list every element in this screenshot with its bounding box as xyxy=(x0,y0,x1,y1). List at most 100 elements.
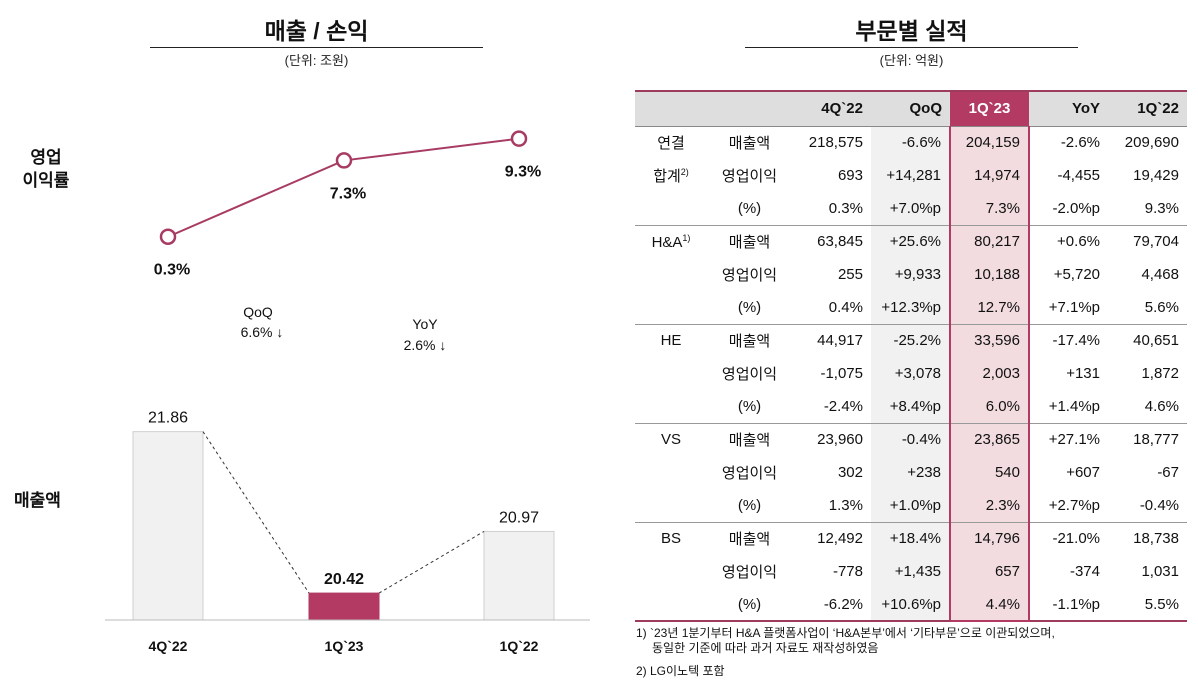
value-cell-highlight: 204,159 xyxy=(949,126,1030,159)
value-cell-highlight: 7.3% xyxy=(949,192,1030,226)
yoy-annotation-value: 2.6% ↓ xyxy=(404,337,447,353)
value-cell: +14,281 xyxy=(871,159,950,192)
qoq-annotation-value: 6.6% ↓ xyxy=(241,324,284,340)
segment-cell: 합계2) xyxy=(653,167,689,185)
value-cell: +131 xyxy=(1066,365,1100,382)
value-cell: -17.4% xyxy=(1052,332,1100,350)
metric-cell: (%) xyxy=(707,489,792,523)
left-title-rule xyxy=(150,47,483,48)
metric-cell: 매출액 xyxy=(728,333,771,351)
segment-results-table: 4Q`22 QoQ 1Q`23 YoY 1Q`22 연결 매출액 218,575 -6… xyxy=(635,90,1187,622)
value-cell: -2.0%p xyxy=(1029,192,1108,226)
value-cell: +7.0%p xyxy=(871,192,950,226)
value-cell: -374 xyxy=(1069,563,1100,580)
value-cell: 40,651 xyxy=(1133,332,1179,350)
value-cell: 12,492 xyxy=(817,530,863,548)
left-unit-label: (단위: 조원) xyxy=(284,53,349,68)
value-cell: +27.1% xyxy=(1048,431,1100,449)
segment-cell xyxy=(635,291,707,325)
value-cell: 79,704 xyxy=(1133,233,1179,251)
value-cell: 1,031 xyxy=(1141,563,1179,580)
value-cell: +607 xyxy=(1066,464,1100,481)
table-row: (%) -6.2% +10.6%p 4.4% -1.1%p 5.5% xyxy=(635,588,1187,622)
right-title-rule xyxy=(745,47,1078,48)
operating-margin-label: 영업 이익률 xyxy=(18,146,74,192)
table-row: H&A1) 매출액 63,845 +25.6% 80,217 +0.6% 79,704 xyxy=(635,225,1187,258)
segment-cell: H&A1) xyxy=(651,232,691,251)
value-cell-highlight: 6.0% xyxy=(949,390,1030,424)
x-category-label: 4Q`22 xyxy=(149,638,188,654)
footnote-1-line2: 동일한 기준에 따라 과거 자료도 재작성하였음 xyxy=(652,641,879,655)
footnote-1-line1: 1) `23년 1분기부터 H&A 플랫폼사업이 ‘H&A본부’에서 ‘기타부문… xyxy=(636,626,1055,640)
footnote-1: 1) `23년 1분기부터 H&A 플랫폼사업이 ‘H&A본부’에서 ‘기타부문… xyxy=(636,626,1055,656)
value-cell: 4,468 xyxy=(1141,266,1179,283)
value-cell: +3,078 xyxy=(871,357,950,390)
value-cell: 209,690 xyxy=(1124,134,1179,152)
segment-cell xyxy=(635,192,707,226)
margin-point-label: 7.3% xyxy=(330,185,366,202)
metric-cell: 영업이익 xyxy=(721,465,778,482)
value-cell-highlight: 14,974 xyxy=(949,159,1030,192)
value-cell: -6.2% xyxy=(792,588,871,622)
value-cell: -25.2% xyxy=(871,324,950,357)
value-cell: +12.3%p xyxy=(871,291,950,325)
table-header-row: 4Q`22 QoQ 1Q`23 YoY 1Q`22 xyxy=(635,90,1187,127)
value-cell: -778 xyxy=(832,563,863,580)
value-cell: 255 xyxy=(837,266,863,283)
value-cell: -6.6% xyxy=(871,126,950,159)
metric-cell: 매출액 xyxy=(728,234,771,252)
x-category-label: 1Q`23 xyxy=(325,638,364,654)
margin-point xyxy=(159,228,177,245)
value-cell: +8.4%p xyxy=(871,390,950,424)
table-row: 영업이익 302 +238 540 +607 -67 xyxy=(635,456,1187,489)
value-cell: -4,455 xyxy=(1057,167,1100,184)
segment-cell xyxy=(635,258,707,291)
segment-cell xyxy=(635,390,707,424)
margin-point-label: 9.3% xyxy=(505,164,541,181)
header-cell xyxy=(635,90,707,127)
metric-cell: (%) xyxy=(707,588,792,622)
value-cell: 0.3% xyxy=(792,192,871,226)
left-panel-title: 매출 / 손익 xyxy=(264,18,369,44)
segment-footnote-ref: 1) xyxy=(682,232,691,243)
value-cell-highlight: 10,188 xyxy=(949,258,1030,291)
sales-bar-label: 20.97 xyxy=(499,509,539,526)
table-row: (%) 0.4% +12.3%p 12.7% +7.1%p 5.6% xyxy=(635,291,1187,325)
metric-cell: (%) xyxy=(707,291,792,325)
right-unit-label: (단위: 억원) xyxy=(879,53,944,68)
value-cell-highlight: 4.4% xyxy=(949,588,1030,622)
table-row: (%) 1.3% +1.0%p 2.3% +2.7%p -0.4% xyxy=(635,489,1187,523)
value-cell: +2.7%p xyxy=(1029,489,1108,523)
table-row: 영업이익 255 +9,933 10,188 +5,720 4,468 xyxy=(635,258,1187,291)
value-cell: +1.0%p xyxy=(871,489,950,523)
value-cell: -1,075 xyxy=(820,365,863,382)
table-row: (%) 0.3% +7.0%p 7.3% -2.0%p 9.3% xyxy=(635,192,1187,226)
value-cell-highlight: 657 xyxy=(949,555,1030,588)
value-cell-highlight: 2,003 xyxy=(949,357,1030,390)
value-cell: -67 xyxy=(1157,464,1179,481)
table-row: VS 매출액 23,960 -0.4% 23,865 +27.1% 18,777 xyxy=(635,423,1187,456)
table-row: 영업이익 -1,075 +3,078 2,003 +131 1,872 xyxy=(635,357,1187,390)
metric-cell: 영업이익 xyxy=(721,564,778,581)
value-cell-highlight: 2.3% xyxy=(949,489,1030,523)
sales-label: 매출액 xyxy=(14,491,61,510)
header-cell xyxy=(707,90,792,127)
operating-margin-label-line1: 영업 xyxy=(30,148,62,167)
metric-cell: 영업이익 xyxy=(721,168,778,185)
table-row: 합계2) 영업이익 693 +14,281 14,974 -4,455 19,429 xyxy=(635,159,1187,192)
header-cell: YoY xyxy=(1029,90,1108,127)
value-cell-highlight: 540 xyxy=(949,456,1030,489)
qoq-connector xyxy=(202,431,310,594)
value-cell: -2.6% xyxy=(1060,134,1100,152)
margin-point xyxy=(510,130,528,147)
value-cell-highlight: 14,796 xyxy=(949,522,1030,555)
value-cell: -0.4% xyxy=(1108,489,1187,523)
sales-bar-highlight xyxy=(308,592,380,621)
metric-cell: (%) xyxy=(707,390,792,424)
value-cell: +9,933 xyxy=(871,258,950,291)
metric-cell: (%) xyxy=(707,192,792,226)
segment-cell: HE xyxy=(660,332,682,350)
value-cell: +1.4%p xyxy=(1029,390,1108,424)
header-cell: 4Q`22 xyxy=(792,90,871,127)
segment-cell xyxy=(635,489,707,523)
